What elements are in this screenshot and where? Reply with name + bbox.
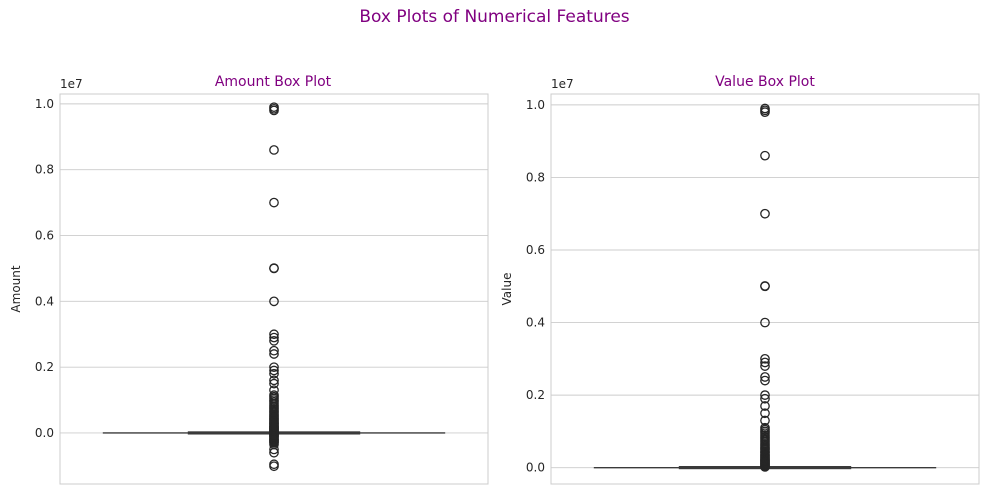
value-y-tick-label: 0.6 [526, 243, 545, 257]
amount-outlier-point [269, 349, 279, 359]
amount-outlier-point [269, 459, 279, 470]
value-outlier-point [760, 393, 770, 404]
amount-outlier-point [269, 345, 279, 356]
value-y-tick-label: 0.2 [526, 388, 545, 402]
amount-outlier-point [269, 145, 279, 155]
figure-suptitle: Box Plots of Numerical Features [359, 7, 630, 27]
value-outlier-point [760, 408, 770, 419]
amount-outlier-point [269, 362, 279, 373]
value-plot-frame [550, 93, 980, 485]
amount-outlier-point [269, 461, 279, 472]
amount-y-tick-label: 0.2 [35, 360, 54, 374]
value-y-tick-label: 0.4 [526, 316, 545, 330]
amount-outlier-point [269, 335, 279, 346]
value-y-axis-label: Value [500, 273, 514, 306]
amount-y-tick-label: 0.0 [35, 426, 54, 440]
value-outlier-point [760, 372, 770, 382]
amount-y-axis-label: Amount [9, 265, 23, 312]
value-outlier-point [760, 361, 770, 371]
amount-outlier-point [269, 375, 279, 386]
amount-plot-title: Amount Box Plot [215, 74, 332, 90]
value-outlier-point [760, 422, 770, 433]
amount-outlier-point [269, 368, 279, 379]
amount-outlier-point [269, 197, 279, 208]
amount-plot-frame [59, 93, 489, 485]
amount-y-tick-label: 1.0 [35, 97, 54, 111]
amount-outlier-point [269, 385, 279, 396]
value-outlier-point [760, 208, 770, 219]
value-offset-label: 1e7 [551, 77, 574, 91]
value-y-tick-label: 0.8 [526, 170, 545, 184]
amount-outlier-point [269, 263, 279, 273]
amount-box-plot-panel: Amount Box Plot 1e7 Amount 0.0 0.2 0.4 0.6 0… [9, 74, 489, 485]
amount-outlier-point [269, 329, 279, 340]
value-y-tick-label: 1.0 [526, 98, 545, 112]
amount-outlier-point [269, 390, 279, 400]
amount-outlier-point [269, 332, 279, 343]
amount-outlier-point [269, 378, 279, 389]
value-outlier-point [760, 281, 770, 291]
amount-offset-label: 1e7 [60, 77, 83, 91]
value-outlier-point [760, 401, 770, 411]
value-plot-title: Value Box Plot [715, 74, 815, 90]
amount-y-tick-label: 0.4 [35, 294, 54, 308]
value-box-plot-panel: Value Box Plot 1e7 Value 0.0 0.2 0.4 0.6 0.8… [500, 74, 980, 485]
value-outlier-point [760, 353, 770, 364]
value-outlier-point [760, 415, 770, 426]
value-outlier-point [760, 103, 770, 114]
value-outlier-point [760, 150, 770, 161]
amount-outlier-point [269, 296, 279, 307]
amount-outlier-point [269, 365, 279, 376]
value-outlier-point [760, 375, 770, 386]
value-outlier-point [760, 357, 770, 368]
amount-y-tick-label: 0.6 [35, 229, 54, 243]
value-outlier-point [760, 317, 770, 328]
amount-y-tick-label: 0.8 [35, 163, 54, 177]
value-outlier-point [760, 390, 770, 400]
amount-outlier-point [269, 102, 279, 113]
value-y-tick-label: 0.0 [526, 461, 545, 475]
